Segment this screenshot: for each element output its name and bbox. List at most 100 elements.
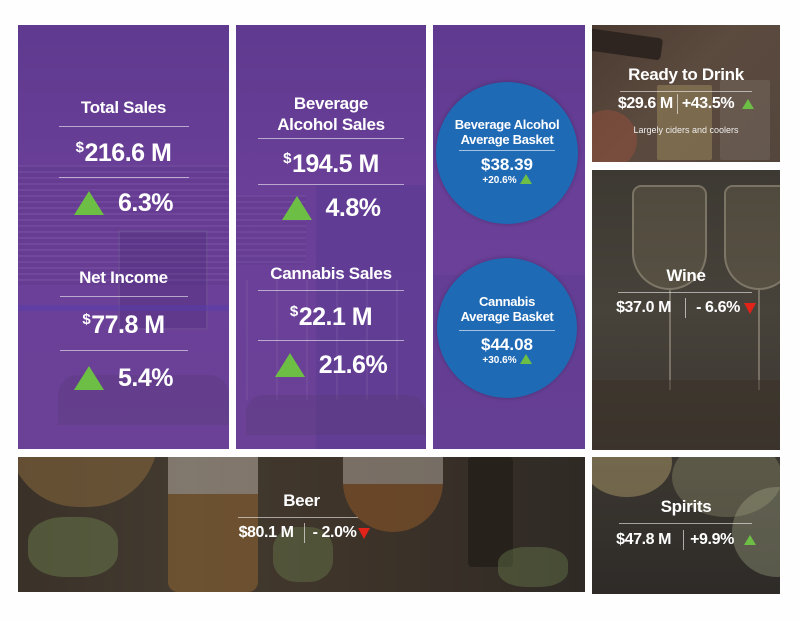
bottle-decoration	[592, 27, 664, 61]
beer-figures: $80.1 M - 2.0%	[18, 523, 585, 543]
wine-figures: $37.0 M - 6.6%	[592, 298, 780, 318]
wine-value: $37.0 M	[616, 299, 672, 316]
divider	[258, 340, 404, 341]
spirits-figures: $47.8 M +9.9%	[592, 530, 780, 550]
cannabis-basket-change: +30.6%	[437, 354, 577, 368]
up-arrow-icon	[74, 366, 104, 390]
apple-decoration	[592, 110, 637, 162]
beverage-alcohol-basket-title: Beverage Alcohol Average Basket	[436, 117, 578, 147]
beer-title: Beer	[283, 491, 320, 510]
net-income-value: $77.8 M	[18, 305, 229, 340]
vertical-divider	[685, 298, 687, 318]
net-income-title: Net Income	[79, 268, 168, 287]
divider	[619, 523, 752, 524]
cannabis-basket-title: Cannabis Average Basket	[437, 294, 577, 324]
cocktail-glass-decoration	[592, 457, 672, 497]
change-value: +20.6%	[482, 175, 517, 186]
divider	[459, 150, 555, 151]
up-arrow-icon	[274, 353, 305, 377]
beverage-alcohol-basket-value: $38.39	[481, 155, 533, 174]
beverage-alcohol-sales-change: 4.8%	[236, 193, 426, 223]
title-line-1: Beverage Alcohol	[454, 117, 560, 132]
up-arrow-icon	[519, 174, 532, 184]
vertical-divider	[683, 530, 685, 550]
wine-title: Wine	[666, 266, 706, 285]
hops-decoration	[498, 547, 568, 587]
total-sales-change: 6.3%	[18, 188, 229, 218]
cannabis-sales-change-value: 21.6%	[318, 351, 388, 379]
beer-panel: Beer $80.1 M - 2.0%	[18, 457, 585, 592]
total-sales-change-value: 6.3%	[118, 189, 173, 217]
vertical-divider	[676, 94, 678, 114]
divider	[59, 350, 188, 351]
net-income-stat: Net Income $77.8 M 5.4%	[18, 267, 229, 393]
beer-value: $80.1 M	[238, 524, 294, 541]
divider	[258, 138, 404, 139]
up-arrow-icon	[519, 354, 532, 364]
cannabis-sales-title: Cannabis Sales	[270, 264, 392, 283]
change-value: +30.6%	[482, 355, 517, 366]
total-sales-stat: Total Sales $216.6 M 6.3%	[18, 97, 229, 218]
shrubs-decoration	[246, 395, 426, 435]
cannabis-sales-stat: Cannabis Sales $22.1 M 21.6%	[236, 263, 426, 380]
spirits-panel: Spirits $47.8 M +9.9%	[592, 457, 780, 594]
beverage-alcohol-basket-circle: Beverage Alcohol Average Basket $38.39 +…	[436, 82, 578, 224]
ready-to-drink-note: Largely ciders and coolers	[633, 125, 739, 135]
up-arrow-icon	[74, 191, 104, 215]
cannabis-basket-circle: Cannabis Average Basket $44.08 +30.6%	[437, 258, 577, 398]
divider	[620, 91, 752, 92]
ready-to-drink-figures: $29.6 M +43.5%	[592, 94, 780, 114]
currency-symbol: $	[75, 139, 84, 156]
net-income-change: 5.4%	[18, 363, 229, 393]
up-arrow-icon	[281, 196, 312, 220]
vertical-divider	[303, 523, 305, 543]
divider	[238, 517, 358, 518]
ready-to-drink-title: Ready to Drink	[628, 65, 744, 84]
cannabis-sales-value: $22.1 M	[236, 297, 426, 332]
wine-panel: Wine $37.0 M - 6.6%	[592, 170, 780, 450]
currency-symbol: $	[283, 150, 291, 167]
cannabis-sales-change: 21.6%	[236, 350, 426, 380]
cannabis-sales-amount: 22.1 M	[298, 303, 373, 331]
divider	[258, 290, 404, 291]
divider	[459, 330, 555, 331]
beverage-alcohol-sales-amount: 194.5 M	[292, 150, 379, 178]
total-sales-amount: 216.6 M	[84, 139, 172, 167]
table-decoration	[592, 380, 780, 450]
total-sales-net-income-panel: Total Sales $216.6 M 6.3% Net Income $77…	[18, 25, 229, 449]
divider	[58, 126, 189, 127]
spirits-change: +9.9%	[690, 531, 734, 548]
total-sales-title: Total Sales	[80, 98, 167, 117]
currency-symbol: $	[82, 311, 91, 328]
title-line-2: Average Basket	[460, 309, 554, 324]
spirits-value: $47.8 M	[616, 531, 672, 548]
divider	[258, 184, 404, 185]
building-siding-decoration	[18, 165, 229, 285]
currency-symbol: $	[289, 303, 298, 320]
down-arrow-icon	[743, 302, 756, 314]
beverage-alcohol-basket-change: +20.6%	[436, 174, 578, 188]
beverage-cannabis-sales-panel: Beverage Alcohol Sales $194.5 M 4.8% Can…	[236, 25, 426, 449]
divider	[59, 296, 188, 297]
total-sales-value: $216.6 M	[18, 133, 229, 168]
beer-change: - 2.0%	[312, 524, 357, 541]
down-arrow-icon	[358, 527, 371, 539]
title-line-1: Cannabis	[478, 294, 536, 309]
net-income-amount: 77.8 M	[91, 311, 165, 339]
divider	[58, 177, 189, 178]
title-line-2: Average Basket	[460, 132, 554, 147]
ready-to-drink-value: $29.6 M	[617, 95, 673, 112]
net-income-change-value: 5.4%	[118, 364, 173, 392]
beverage-alcohol-sales-value: $194.5 M	[236, 144, 426, 179]
ready-to-drink-panel: Ready to Drink $29.6 M +43.5% Largely ci…	[592, 25, 780, 162]
beverage-alcohol-sales-stat: Beverage Alcohol Sales $194.5 M 4.8%	[236, 93, 426, 223]
title-line-2: Alcohol Sales	[277, 115, 385, 134]
cannabis-basket-value: $44.08	[481, 335, 533, 354]
wine-change: - 6.6%	[696, 299, 740, 316]
beverage-alcohol-sales-change-value: 4.8%	[325, 194, 381, 222]
up-arrow-icon	[742, 99, 755, 109]
divider	[618, 292, 752, 293]
title-line-1: Beverage	[293, 94, 369, 113]
average-basket-panel: Beverage Alcohol Average Basket $38.39 +…	[433, 25, 585, 449]
bottle-decoration	[468, 457, 513, 567]
